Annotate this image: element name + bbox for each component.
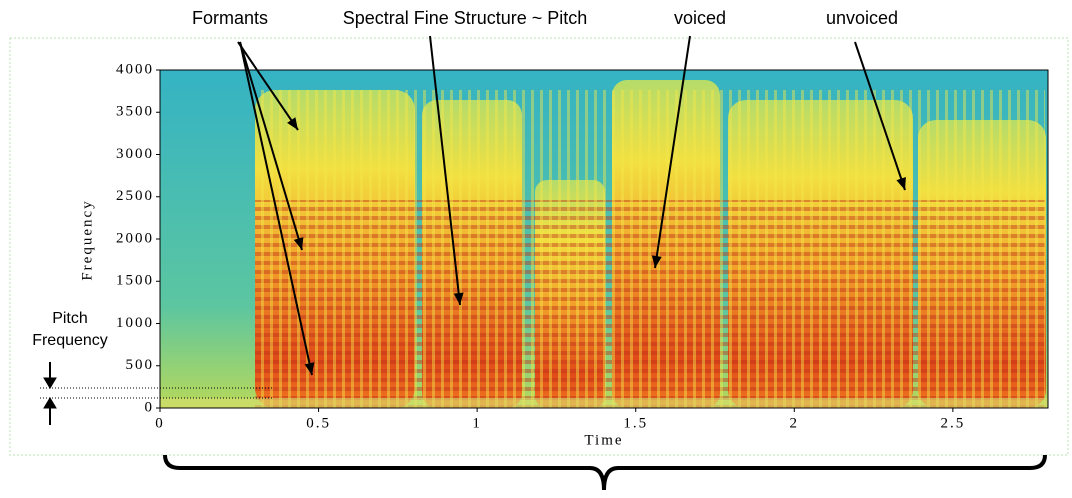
pitch-frequency-label: Pitch Frequency xyxy=(32,310,108,349)
y-tick-label: 4000 xyxy=(116,61,154,77)
y-tick-label: 2500 xyxy=(116,188,154,204)
x-tick-label: 2.5 xyxy=(940,415,965,431)
arrow-head xyxy=(651,255,662,268)
brace xyxy=(163,454,1047,491)
y-tick-label: 2000 xyxy=(116,230,154,246)
y-tick-label: 0 xyxy=(145,399,155,415)
y-tick-label: 500 xyxy=(126,357,155,373)
x-tick-label: 2 xyxy=(790,415,800,431)
y-tick-label: 3500 xyxy=(116,104,154,120)
annotation-arrow xyxy=(237,41,299,131)
x-tick-label: 1.5 xyxy=(623,415,648,431)
annotation-arrow xyxy=(239,41,313,376)
y-tick-label: 3000 xyxy=(116,146,154,162)
annotation-arrow xyxy=(854,41,906,191)
x-tick-label: 0 xyxy=(155,415,165,431)
y-axis-label: Frequency xyxy=(79,199,95,280)
annotation: voiced xyxy=(674,8,726,28)
arrow-head xyxy=(293,237,304,250)
frame xyxy=(9,37,1069,456)
arrow-head xyxy=(453,292,464,305)
spectrogram-texture xyxy=(160,80,1048,408)
annotation-arrow xyxy=(654,35,691,269)
annotation: Spectral Fine Structure ~ Pitch xyxy=(343,8,588,28)
pitch-markers xyxy=(40,362,272,425)
x-axis-label: Time xyxy=(584,432,623,448)
annotation-arrow xyxy=(429,35,461,306)
arrow-head xyxy=(304,362,315,375)
annotation-arrow xyxy=(239,41,303,251)
annotation: unvoiced xyxy=(826,8,898,28)
arrow-head xyxy=(896,177,906,190)
arrow-head xyxy=(287,117,298,130)
x-tick-label: 0.5 xyxy=(306,415,331,431)
y-tick-label: 1000 xyxy=(116,315,154,331)
annotation: Formants xyxy=(192,8,268,28)
y-tick-label: 1500 xyxy=(116,273,154,289)
x-tick-label: 1 xyxy=(472,415,482,431)
